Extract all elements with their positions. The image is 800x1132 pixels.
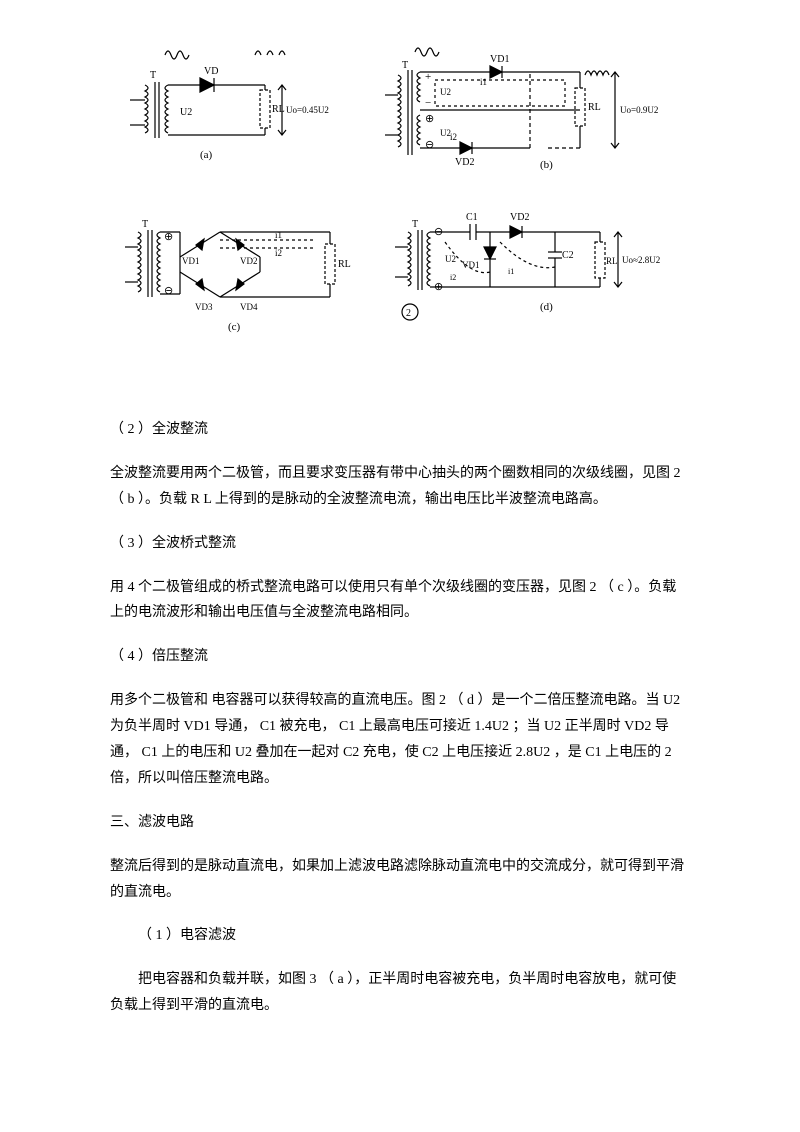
para-3: 用 4 个二极管组成的桥式整流电路可以使用只有单个次级线圈的变压器，见图 2 （…	[110, 575, 690, 627]
label-C1: C1	[466, 212, 478, 223]
label-circ2: 2	[406, 308, 411, 319]
label-oplus-b: ⊕	[425, 113, 434, 125]
label-oplus-d: ⊕	[434, 281, 443, 293]
circuit-d-svg: T ⊖ ⊕ C1 VD2 VD1 U2 i2 i1 C2 RL Uo≈2.8U2…	[390, 202, 680, 327]
label-VD: VD	[204, 66, 218, 77]
label-ominus-b: ⊖	[425, 139, 434, 151]
label-U2a: U2	[440, 87, 451, 97]
label-VD1-c: VD1	[182, 256, 200, 266]
label-tag-c: (c)	[228, 321, 241, 333]
heading-6: （ 1 ）电容滤波	[110, 923, 690, 949]
label-i1-b: i1	[480, 77, 487, 87]
para-5: 整流后得到的是脉动直流电，如果加上滤波电路滤除脉动直流电中的交流成分，就可得到平…	[110, 854, 690, 906]
heading-2: （ 2 ）全波整流	[110, 417, 690, 443]
label-T-d: T	[412, 219, 418, 230]
heading-3: （ 3 ）全波桥式整流	[110, 531, 690, 557]
label-oplus-c: ⊕	[164, 231, 173, 243]
para-4: 用多个二极管和 电容器可以获得较高的直流电压。图 2 （ d ）是一个二倍压整流…	[110, 688, 690, 792]
label-C2: C2	[562, 250, 574, 261]
para-6: 把电容器和负载并联，如图 3 （ a ），正半周时电容被充电，负半周时电容放电，…	[110, 967, 690, 1019]
label-T-b: T	[402, 60, 408, 71]
label-U2: U2	[180, 107, 192, 118]
label-i2-b: i2	[450, 132, 457, 142]
figure-2: T VD U2 RL Uo=0.45U2 (a)	[120, 40, 680, 337]
label-i2-d: i2	[450, 273, 456, 282]
label-plus: +	[425, 71, 431, 83]
label-tag-a: (a)	[200, 149, 213, 161]
label-VD2-b: VD2	[455, 157, 474, 168]
figure-row-2: T ⊕ ⊖ VD1 VD2 VD3 VD4 i1 i2 RL (c)	[120, 202, 680, 337]
label-minus: −	[425, 97, 431, 109]
para-2: 全波整流要用两个二极管，而且要求变压器有带中心抽头的两个圈数相同的次级线圈，见图…	[110, 461, 690, 513]
circuit-c-svg: T ⊕ ⊖ VD1 VD2 VD3 VD4 i1 i2 RL (c)	[120, 202, 370, 337]
label-ominus-d: ⊖	[434, 226, 443, 238]
label-VD2-c: VD2	[240, 256, 258, 266]
heading-4: （ 4 ）倍压整流	[110, 644, 690, 670]
label-T-c: T	[142, 219, 148, 230]
label-tag-d: (d)	[540, 301, 553, 313]
subfig-c: T ⊕ ⊖ VD1 VD2 VD3 VD4 i1 i2 RL (c)	[120, 202, 370, 337]
label-VD3-c: VD3	[195, 302, 213, 312]
label-Uo-a: Uo=0.45U2	[286, 105, 329, 115]
label-U2-d: U2	[445, 254, 456, 264]
label-VD4-c: VD4	[240, 302, 258, 312]
label-VD1-b: VD1	[490, 54, 509, 65]
figure-row-1: T VD U2 RL Uo=0.45U2 (a)	[120, 40, 680, 190]
label-VD2-d: VD2	[510, 212, 529, 223]
label-RL-b: RL	[588, 102, 601, 113]
label-ominus-c: ⊖	[164, 285, 173, 297]
subfig-d: T ⊖ ⊕ C1 VD2 VD1 U2 i2 i1 C2 RL Uo≈2.8U2…	[390, 202, 680, 337]
label-T: T	[150, 70, 156, 81]
label-VD1-d: VD1	[462, 260, 480, 270]
label-i2-c: i2	[275, 248, 282, 258]
label-RL-c: RL	[338, 259, 351, 270]
circuit-a-svg: T VD U2 RL Uo=0.45U2 (a)	[120, 40, 350, 170]
label-Uo-b: Uo=0.9U2	[620, 105, 658, 115]
label-RL-d: RL	[606, 256, 618, 266]
label-i1-c: i1	[275, 230, 282, 240]
label-tag-b: (b)	[540, 159, 553, 171]
heading-5: 三、滤波电路	[110, 810, 690, 836]
circuit-b-svg: T + − ⊕ ⊖ VD1 VD2 U2 U2 i1 i2 RL Uo=0.9U…	[380, 40, 680, 190]
label-RL: RL	[272, 104, 285, 115]
subfig-a: T VD U2 RL Uo=0.45U2 (a)	[120, 40, 350, 190]
subfig-b: T + − ⊕ ⊖ VD1 VD2 U2 U2 i1 i2 RL Uo=0.9U…	[380, 40, 680, 190]
label-i1-d: i1	[508, 267, 514, 276]
label-Uo-d: Uo≈2.8U2	[622, 255, 660, 265]
